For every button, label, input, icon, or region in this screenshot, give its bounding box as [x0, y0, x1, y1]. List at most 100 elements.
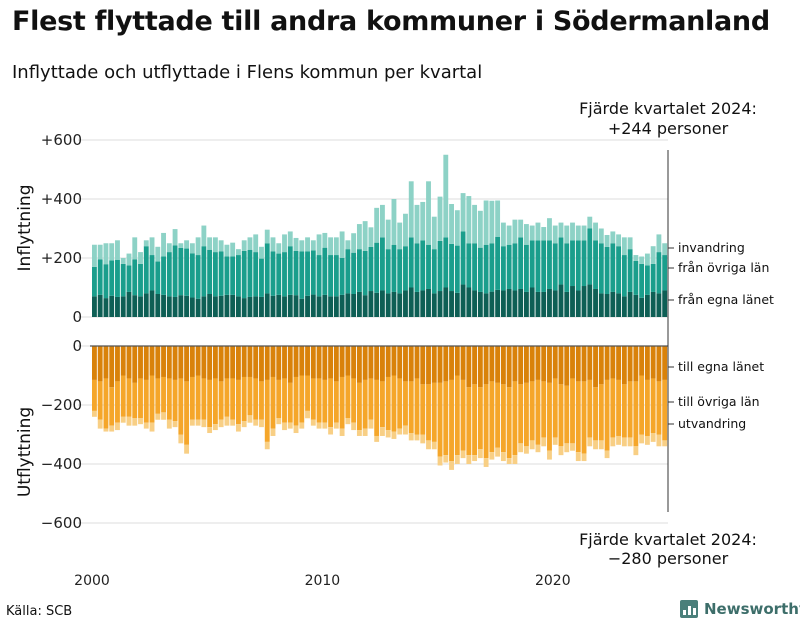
xtick-2010: 2010 [305, 573, 341, 589]
bar-out-1-86 [587, 379, 593, 438]
bar-out-1-53 [397, 378, 403, 429]
bar-in-1-28 [253, 252, 259, 297]
bar-out-0-72 [506, 346, 512, 388]
bar-out-2-14 [172, 421, 178, 428]
bar-in-2-2 [103, 243, 109, 265]
series-label-top-1: från övriga län [678, 260, 769, 275]
bar-out-2-21 [212, 424, 218, 431]
bar-out-1-68 [483, 384, 489, 459]
bar-in-0-6 [126, 291, 132, 317]
bar-in-0-26 [241, 298, 247, 317]
bar-out-1-10 [149, 375, 155, 423]
bar-in-2-10 [149, 237, 155, 256]
bar-in-1-68 [483, 244, 489, 294]
bar-in-2-66 [472, 204, 478, 244]
bar-out-0-31 [270, 346, 276, 377]
bar-in-0-36 [299, 298, 305, 317]
bar-out-2-72 [506, 458, 512, 464]
bar-in-1-78 [541, 240, 547, 292]
bar-out-0-38 [310, 346, 316, 379]
bar-out-1-38 [310, 378, 316, 420]
bar-in-2-8 [138, 252, 143, 264]
bar-out-1-76 [529, 381, 535, 441]
bar-out-0-6 [126, 346, 132, 379]
bar-out-0-29 [259, 346, 264, 382]
bar-out-2-52 [391, 431, 397, 439]
bar-in-0-58 [426, 288, 431, 317]
bar-out-0-67 [477, 346, 483, 388]
bar-in-1-61 [443, 237, 449, 288]
bar-in-1-92 [621, 255, 627, 297]
bar-out-2-75 [524, 446, 529, 454]
bar-out-0-33 [282, 346, 287, 379]
bar-in-2-80 [552, 225, 558, 244]
bar-out-1-92 [621, 384, 627, 438]
bar-out-2-94 [633, 446, 639, 456]
bar-out-1-78 [541, 381, 547, 438]
bar-out-0-57 [420, 346, 426, 385]
bar-in-0-17 [189, 297, 195, 317]
bar-out-2-91 [616, 435, 622, 445]
bar-out-0-37 [305, 346, 310, 376]
bar-out-2-28 [253, 419, 259, 426]
bar-out-2-78 [541, 437, 547, 447]
bar-in-2-51 [385, 219, 391, 250]
bar-out-1-47 [362, 379, 368, 429]
bar-out-0-78 [541, 346, 547, 382]
bar-in-0-13 [166, 296, 172, 317]
bar-out-2-73 [512, 455, 518, 464]
bar-in-2-16 [184, 240, 190, 249]
bar-in-0-75 [524, 291, 529, 317]
bar-in-2-18 [195, 237, 201, 256]
bar-in-1-52 [391, 244, 397, 292]
bar-in-1-75 [524, 244, 529, 292]
bar-in-2-20 [207, 237, 213, 250]
bar-in-2-21 [212, 237, 218, 253]
bar-in-0-97 [650, 291, 656, 317]
bar-in-1-46 [356, 249, 362, 292]
bar-out-2-53 [397, 428, 403, 435]
bar-in-0-29 [259, 296, 264, 317]
bar-out-1-40 [322, 379, 328, 423]
bar-out-0-59 [431, 346, 437, 383]
bar-in-0-50 [380, 290, 385, 317]
bar-in-2-33 [282, 234, 287, 253]
xtick-2020: 2020 [535, 573, 571, 589]
bar-out-1-93 [627, 381, 633, 438]
brand-logo[interactable]: Newsworthy [680, 600, 800, 618]
bar-out-1-88 [598, 384, 604, 441]
bar-in-2-19 [201, 225, 207, 247]
bar-out-2-96 [644, 435, 650, 445]
bar-out-0-42 [333, 346, 339, 382]
bar-out-0-16 [184, 346, 190, 382]
bar-out-0-68 [483, 346, 489, 385]
bar-in-0-85 [581, 286, 587, 317]
bar-in-1-91 [616, 246, 622, 294]
bar-in-0-82 [564, 291, 570, 317]
bottom-annotation-line1: Fjärde kvartalet 2024: [579, 530, 757, 549]
bar-in-2-96 [644, 253, 650, 266]
bar-out-0-35 [293, 346, 299, 377]
bar-in-2-13 [166, 243, 172, 253]
bar-in-0-11 [155, 293, 161, 317]
bar-in-1-82 [564, 243, 570, 292]
bar-out-1-3 [109, 387, 115, 426]
bar-in-1-64 [460, 231, 466, 285]
bar-in-2-97 [650, 246, 656, 264]
bar-in-2-61 [443, 154, 449, 238]
bar-out-0-56 [414, 346, 420, 379]
bar-out-2-27 [247, 415, 253, 423]
series-label-bottom-2: utvandring [678, 416, 746, 431]
bar-out-2-74 [518, 443, 524, 453]
bar-in-1-95 [639, 263, 645, 298]
bar-out-0-74 [518, 346, 524, 385]
bar-out-1-34 [287, 382, 293, 423]
bar-out-2-44 [345, 418, 351, 425]
bar-in-2-34 [287, 231, 293, 247]
bar-in-2-5 [120, 258, 126, 264]
bar-out-1-37 [305, 375, 310, 411]
ytick-top-0: 0 [72, 308, 82, 326]
bar-in-2-25 [236, 249, 241, 256]
bar-in-1-6 [126, 265, 132, 292]
bar-out-0-25 [236, 346, 241, 380]
